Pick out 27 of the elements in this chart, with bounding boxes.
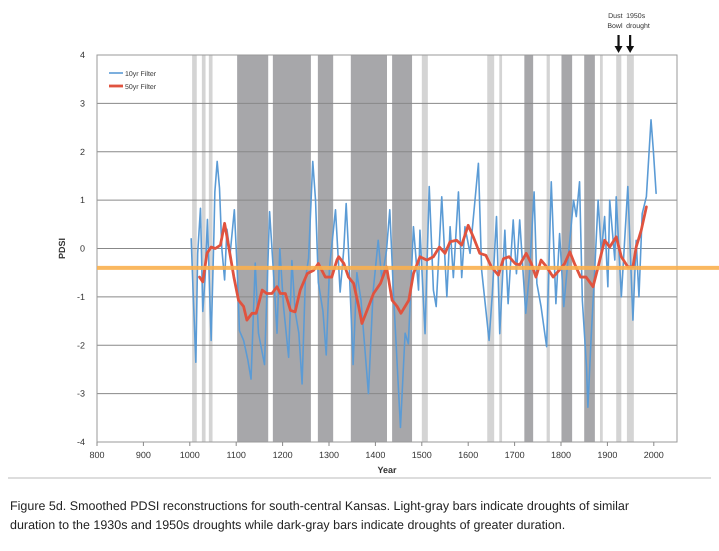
y-axis-title: PDSI [57, 238, 67, 260]
x-tick-label: 2000 [644, 450, 664, 460]
x-tick-label: 1100 [226, 450, 246, 460]
x-tick-label: 1000 [180, 450, 200, 460]
y-tick-label: 4 [80, 50, 85, 60]
y-tick-label: 3 [80, 98, 85, 108]
x-tick-label: 1300 [318, 450, 340, 460]
y-tick-label: -3 [76, 388, 85, 399]
x-tick-label: 1200 [272, 450, 293, 460]
line-series [190, 119, 657, 428]
y-tick-label: 0 [80, 244, 85, 254]
x-tick-label: 800 [89, 450, 105, 460]
y-tick-label: 2 [80, 146, 85, 157]
x-tick-label: 1600 [458, 450, 478, 460]
x-tick-label: 1800 [550, 450, 572, 460]
line-series [198, 205, 648, 325]
x-tick-label: 900 [136, 450, 151, 460]
x-tick-label: 1500 [412, 450, 432, 460]
y-tick-label: -1 [76, 292, 85, 302]
y-tick-label: 1 [80, 195, 85, 206]
x-axis-title: Year [377, 465, 397, 475]
x-tick-label: 1900 [597, 450, 618, 460]
x-tick-label: 1400 [365, 450, 386, 460]
caption: Figure 5d. Smoothed PDSI reconstructions for south-central Kansas. Light-gray bars indicate droughts of similar duration to the 1930s and 1950s droughts while dark-gray bars indicate droughts of greater duration. [10, 499, 630, 532]
x-tick-label: 1700 [504, 450, 525, 460]
y-tick-label: -4 [76, 437, 85, 447]
y-tick-label: -2 [76, 340, 85, 350]
